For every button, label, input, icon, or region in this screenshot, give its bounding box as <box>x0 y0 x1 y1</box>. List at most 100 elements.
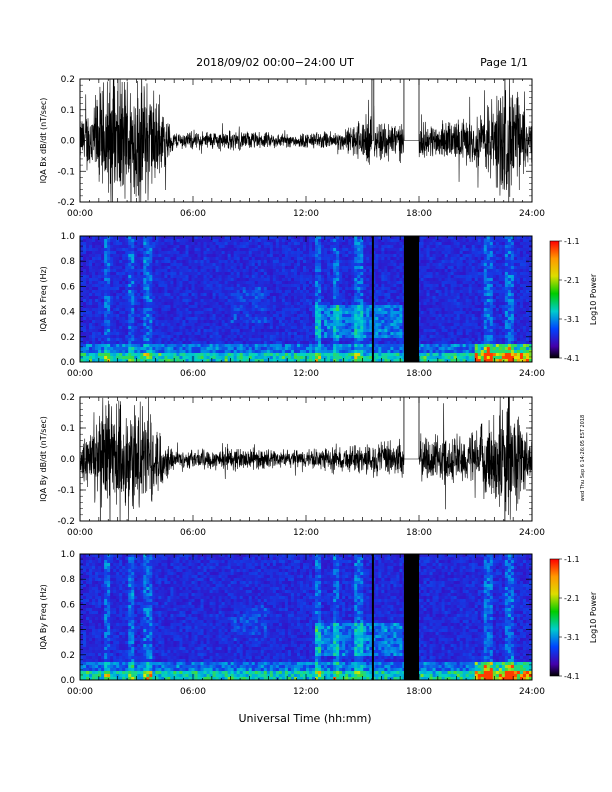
spectrogram-cell <box>263 359 268 363</box>
spectrogram-cell <box>101 269 105 273</box>
spectrogram-cell <box>158 257 162 261</box>
spectrogram-cell <box>381 347 385 351</box>
spectrogram-cell <box>200 290 204 294</box>
spectrogram-cell <box>327 320 331 324</box>
spectrogram-cell <box>272 266 277 270</box>
spectrogram-cell <box>278 323 283 327</box>
spectrogram-cell <box>137 323 141 327</box>
spectrogram-cell <box>200 245 204 249</box>
spectrogram-cell <box>161 260 165 264</box>
spectrogram-cell <box>233 260 238 264</box>
spectrogram-cell <box>384 302 388 306</box>
spectrogram-cell <box>218 347 223 351</box>
spectrogram-cell <box>134 260 138 264</box>
spectrogram-cell <box>293 266 298 270</box>
spectrogram-cell <box>209 281 213 285</box>
spectrogram-cell <box>209 347 213 351</box>
spectrogram-cell <box>248 278 253 282</box>
spectrogram-cell <box>158 239 162 243</box>
spectrogram-cell <box>269 266 274 270</box>
spectrogram-cell <box>342 260 346 264</box>
spectrogram-cell <box>242 359 247 363</box>
spectrogram-cell <box>287 347 292 351</box>
spectrogram-cell <box>351 269 355 273</box>
spectrogram-cell <box>212 245 216 249</box>
spectrogram-cell <box>113 344 117 348</box>
spectrogram-cell <box>272 338 277 342</box>
spectrogram-cell <box>321 320 325 324</box>
spectrogram-cell <box>315 269 319 273</box>
spectrogram-cell <box>134 302 138 306</box>
spectrogram-cell <box>179 359 183 363</box>
spectrogram-cell <box>372 341 376 345</box>
spectrogram-cell <box>318 311 322 315</box>
spectrogram-cell <box>176 356 180 360</box>
spectrogram-cell <box>242 338 247 342</box>
spectrogram-cell <box>420 269 424 273</box>
spectrogram-cell <box>197 293 201 297</box>
spectrogram-cell <box>128 278 132 282</box>
spectrogram-cell <box>140 257 144 261</box>
spectrogram-cell <box>315 359 319 363</box>
spectrogram-cell <box>351 338 355 342</box>
spectrogram-cell <box>131 305 135 309</box>
spectrogram-cell <box>396 323 400 327</box>
spectrogram-cell <box>227 290 232 294</box>
spectrogram-cell <box>257 239 262 243</box>
spectrogram-cell <box>134 359 138 363</box>
spectrogram-cell <box>158 317 162 321</box>
spectrogram-cell <box>227 356 232 360</box>
spectrogram-cell <box>390 341 394 345</box>
spectrogram-cell <box>342 293 346 297</box>
spectrogram-cell <box>296 353 301 357</box>
spectrogram-cell <box>185 248 189 252</box>
spectrogram-cell <box>278 278 283 282</box>
spectrogram-cell <box>116 251 120 255</box>
spectrogram-cell <box>387 347 391 351</box>
spectrogram-cell <box>306 326 310 330</box>
spectrogram-cell <box>348 245 352 249</box>
spectrogram-cell <box>218 299 223 303</box>
spectrogram-cell <box>185 353 189 357</box>
spectrogram-cell <box>182 326 186 330</box>
spectrogram-cell <box>125 257 129 261</box>
spectrogram-cell <box>275 299 280 303</box>
spectrogram-cell <box>149 329 153 333</box>
spectrogram-cell <box>336 314 340 318</box>
spectrogram-cell <box>179 335 183 339</box>
spectrogram-cell <box>302 254 307 258</box>
spectrogram-cell <box>167 350 171 354</box>
spectrogram-cell <box>89 242 93 246</box>
spectrogram-cell <box>369 251 373 255</box>
spectrogram-cell <box>302 236 307 240</box>
spectrogram-cell <box>378 260 382 264</box>
spectrogram-cell <box>290 290 295 294</box>
spectrogram-cell <box>110 305 114 309</box>
spectrogram-cell <box>110 338 114 342</box>
spectrogram-cell <box>351 302 355 306</box>
spectrogram-cell <box>116 323 120 327</box>
spectrogram-cell <box>360 305 364 309</box>
spectrogram-cell <box>116 320 120 324</box>
spectrogram-cell <box>360 266 364 270</box>
spectrogram-cell <box>146 236 150 240</box>
spectrogram-cell <box>227 284 232 288</box>
spectrogram-cell <box>86 323 90 327</box>
spectrogram-cell <box>194 359 198 363</box>
spectrogram-cell <box>290 323 295 327</box>
spectrogram-cell <box>155 335 159 339</box>
spectrogram-cell <box>269 326 274 330</box>
spectrogram-cell <box>257 338 262 342</box>
spectrogram-cell <box>393 320 397 324</box>
spectrogram-cell <box>215 260 220 264</box>
spectrogram-cell <box>330 332 334 336</box>
spectrogram-cell <box>390 299 394 303</box>
spectrogram-cell <box>152 332 156 336</box>
spectrogram-cell <box>242 353 247 357</box>
spectrogram-cell <box>128 290 132 294</box>
spectrogram-cell <box>327 281 331 285</box>
spectrogram-cell <box>263 305 268 309</box>
spectrogram-cell <box>191 347 195 351</box>
spectrogram-cell <box>86 245 90 249</box>
spectrogram-cell <box>212 323 216 327</box>
